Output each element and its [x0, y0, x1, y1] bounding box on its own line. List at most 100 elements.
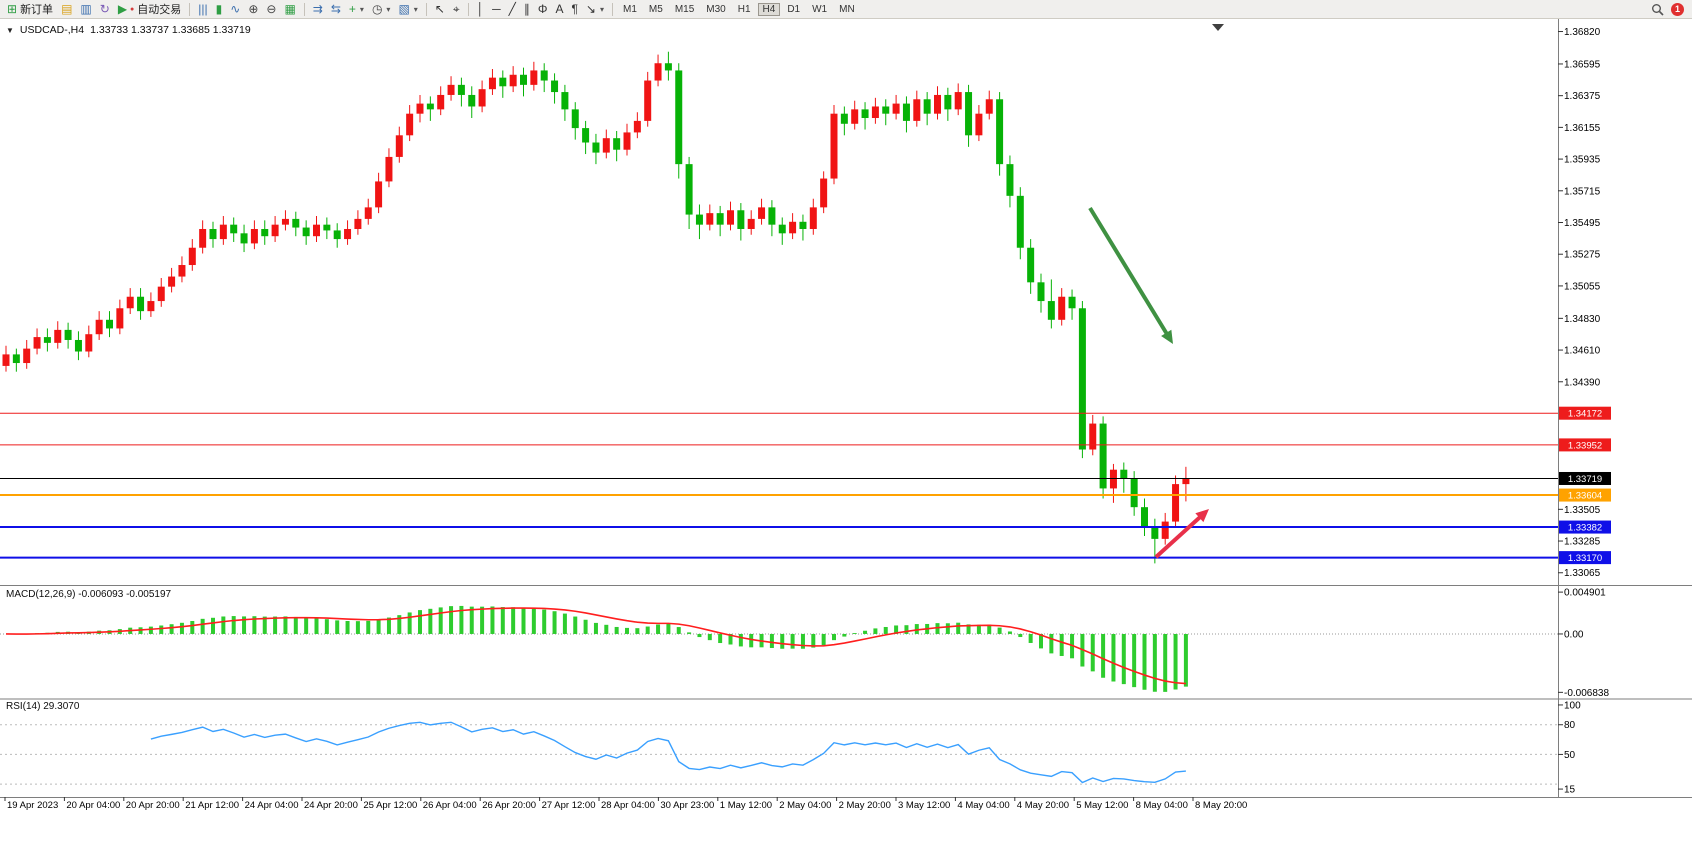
- candle-chart-icon[interactable]: ▮: [212, 1, 227, 18]
- axis-label: 1.33382: [1568, 523, 1602, 534]
- chart-background[interactable]: [0, 19, 1692, 851]
- trendline-icon[interactable]: ╱: [505, 1, 520, 18]
- axis-label: 1.36595: [1564, 59, 1601, 70]
- zoom-out-icon-glyph: ⊖: [266, 2, 277, 16]
- cursor-icon[interactable]: ↖: [431, 1, 449, 18]
- timeframe-toolbar: M1 M5 M15 M30 H1 H4 D1 W1 MN: [617, 2, 861, 16]
- axis-label: 1.33952: [1568, 440, 1602, 451]
- axis-label: 4 May 04:00: [957, 800, 1009, 811]
- axis-label: 26 Apr 04:00: [423, 800, 477, 811]
- timeframe-h4-button[interactable]: H4: [757, 2, 781, 16]
- axis-label: 100: [1564, 700, 1581, 711]
- toolbar-buttons: ⊞ 新订单 ▤ ▥ ↻ ▶ ● 自动交易 ||| ▮ ∿ ⊕ ⊖ ▦ ⇉ ⇆ + ▾ ◷ ▾ ▧ ▾ ↖ ⌖ │ ─ ╱ ∥ Φ A ¶ ↘ ▾: [3, 1, 617, 18]
- arrows-dropdown-caret: ▾: [599, 4, 604, 14]
- crosshair-icon-glyph: ⌖: [452, 2, 460, 16]
- collapse-icon[interactable]: ▼: [6, 25, 14, 35]
- periods-dropdown[interactable]: ◷ ▾: [368, 1, 395, 18]
- crosshair-icon[interactable]: ⌖: [449, 1, 464, 18]
- axis-label: 1.36820: [1564, 27, 1601, 38]
- arrows-dropdown[interactable]: ↘ ▾: [582, 1, 608, 18]
- tile-windows-icon[interactable]: ▦: [280, 1, 299, 18]
- auto-trading-button[interactable]: ▶ ● 自动交易: [114, 1, 185, 18]
- horizontal-line-icon-glyph: ─: [492, 2, 501, 16]
- new-order-button-label: 新订单: [20, 4, 54, 16]
- channel-icon[interactable]: ∥: [520, 1, 534, 18]
- chart-shift-marker[interactable]: [1212, 24, 1224, 31]
- trendline-icon-glyph: ╱: [508, 2, 516, 16]
- axis-label: 50: [1564, 750, 1576, 761]
- timeframe-m30-button[interactable]: M30: [706, 3, 726, 15]
- axis-label: 20 Apr 04:00: [66, 800, 120, 811]
- arrows-dropdown-glyph: ↘: [585, 2, 596, 16]
- timeframe-d1-button[interactable]: D1: [787, 3, 801, 15]
- downtrend-arrow-head[interactable]: [1161, 329, 1173, 344]
- fibonacci-icon[interactable]: Φ: [534, 1, 552, 18]
- tile-windows-icon-glyph: ▦: [284, 2, 296, 16]
- axis-label: 1.33719: [1568, 474, 1602, 485]
- main-toolbar: ⊞ 新订单 ▤ ▥ ↻ ▶ ● 自动交易 ||| ▮ ∿ ⊕ ⊖ ▦ ⇉ ⇆ + ▾ ◷ ▾ ▧ ▾ ↖ ⌖ │ ─ ╱ ∥ Φ A ¶ ↘ ▾…: [0, 0, 1692, 19]
- axis-label: 1.35715: [1564, 186, 1601, 197]
- axis-label: 25 Apr 12:00: [363, 800, 417, 811]
- price-badge-1.33604: [1559, 488, 1611, 502]
- notification-badge[interactable]: 1: [1671, 2, 1684, 16]
- line-chart-icon[interactable]: ∿: [226, 1, 244, 18]
- reversal-arrow[interactable]: [1154, 514, 1203, 559]
- charts-icon[interactable]: ▤: [57, 1, 76, 18]
- rsi-line: [150, 721, 1186, 784]
- axis-label: 1.33285: [1564, 537, 1601, 548]
- auto-trading-button-glyph: ▶: [117, 2, 128, 16]
- toolbar-separator: [425, 2, 427, 16]
- bar-chart-icon[interactable]: |||: [194, 1, 211, 18]
- horizontal-line-icon[interactable]: ─: [488, 1, 505, 18]
- axis-label: 1.35055: [1564, 281, 1601, 292]
- timeframe-m1-button[interactable]: M1: [623, 3, 637, 15]
- price-badge-1.33170: [1559, 551, 1611, 565]
- price-badge-1.33952: [1559, 438, 1611, 452]
- auto-scroll-icon-glyph: ⇉: [312, 2, 323, 16]
- rsi-indicator-label: RSI(14) 29.3070: [6, 701, 80, 712]
- zoom-in-icon-glyph: ⊕: [248, 2, 259, 16]
- timeframe-h1-button[interactable]: H1: [737, 3, 751, 15]
- reversal-arrow-head[interactable]: [1195, 509, 1209, 523]
- macd-indicator-label: MACD(12,26,9) -0.006093 -0.005197: [6, 589, 172, 600]
- axis-label: 1 May 12:00: [720, 800, 772, 811]
- indicators-dropdown[interactable]: + ▾: [345, 1, 368, 18]
- axis-label: 1.33505: [1564, 505, 1601, 516]
- axis-label: 8 May 04:00: [1136, 800, 1188, 811]
- profiles-icon[interactable]: ▥: [76, 1, 95, 18]
- timeframe-m15-button[interactable]: M15: [674, 3, 695, 15]
- text-label-icon[interactable]: ¶: [567, 1, 581, 18]
- refresh-icon[interactable]: ↻: [96, 1, 114, 18]
- axis-label: 1.35935: [1564, 155, 1601, 166]
- candles: [2, 51, 1190, 564]
- timeframe-m5-button[interactable]: M5: [648, 3, 663, 15]
- new-order-button[interactable]: ⊞ 新订单: [3, 1, 57, 18]
- axis-label: 2 May 04:00: [779, 800, 831, 811]
- text-icon[interactable]: A: [551, 1, 567, 18]
- axis-label: 19 Apr 2023: [7, 800, 58, 811]
- timeframe-w1-button[interactable]: W1: [812, 3, 828, 15]
- zoom-in-icon[interactable]: ⊕: [244, 1, 262, 18]
- line-chart-icon-glyph: ∿: [230, 2, 241, 16]
- search-icon[interactable]: [1651, 3, 1664, 16]
- vertical-line-icon[interactable]: │: [473, 1, 489, 18]
- chart-shift-icon[interactable]: ⇆: [327, 1, 345, 18]
- auto-scroll-icon[interactable]: ⇉: [309, 1, 327, 18]
- axis-label: 1.35495: [1564, 218, 1601, 229]
- axis-label: -0.006838: [1564, 688, 1609, 699]
- axis-label: 8 May 20:00: [1195, 800, 1247, 811]
- zoom-out-icon[interactable]: ⊖: [262, 1, 280, 18]
- templates-dropdown[interactable]: ▧ ▾: [394, 1, 421, 18]
- axis-label: 0.00: [1564, 629, 1584, 640]
- axis-label: 1.34172: [1568, 409, 1602, 420]
- price-badge-1.33382: [1559, 520, 1611, 534]
- timeframe-mn-button[interactable]: MN: [839, 3, 855, 15]
- downtrend-arrow[interactable]: [1088, 206, 1169, 336]
- axis-label: 3 May 12:00: [898, 800, 950, 811]
- periods-dropdown-caret: ▾: [386, 4, 391, 14]
- chart-shift-icon-glyph: ⇆: [330, 2, 341, 16]
- axis-label: 27 Apr 12:00: [542, 800, 596, 811]
- indicators-dropdown-caret: ▾: [359, 4, 364, 14]
- vertical-line-icon-glyph: │: [476, 2, 485, 16]
